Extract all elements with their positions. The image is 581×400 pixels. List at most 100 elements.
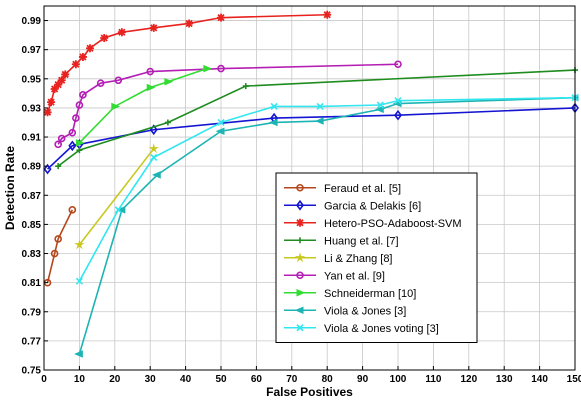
legend-label: Viola & Jones [3] bbox=[324, 305, 406, 317]
legend-item: Yan et al. [9] bbox=[284, 270, 385, 282]
legend-label: Yan et al. [9] bbox=[324, 270, 385, 282]
y-tick-label: 0.95 bbox=[22, 74, 42, 85]
data-point bbox=[394, 60, 402, 69]
data-point bbox=[164, 119, 171, 126]
data-point bbox=[78, 52, 87, 61]
legend-item: Hetero-PSO-Adaboost-SVM bbox=[284, 218, 462, 230]
series-line bbox=[46, 209, 74, 283]
x-tick-label: 90 bbox=[357, 374, 369, 385]
legend-label: Hetero-PSO-Adaboost-SVM bbox=[324, 218, 462, 230]
legend-item: Schneiderman [10] bbox=[284, 288, 416, 300]
series-line bbox=[57, 63, 399, 145]
y-axis-label: Detection Rate bbox=[3, 146, 17, 230]
data-point bbox=[74, 350, 83, 358]
data-point bbox=[68, 128, 77, 137]
data-point bbox=[215, 127, 225, 135]
data-point bbox=[50, 249, 59, 258]
legend-marker bbox=[296, 288, 306, 297]
legend-marker bbox=[296, 324, 304, 332]
x-tick-label: 30 bbox=[145, 374, 157, 385]
data-point bbox=[217, 13, 225, 22]
series-0 bbox=[43, 206, 77, 287]
series-7 bbox=[74, 93, 579, 358]
data-point bbox=[72, 114, 80, 122]
data-point bbox=[150, 153, 158, 161]
legend-marker bbox=[297, 237, 303, 244]
y-tick-label: 0.89 bbox=[22, 162, 42, 173]
x-tick-label: 20 bbox=[109, 374, 121, 385]
data-point bbox=[43, 163, 52, 175]
legend: Feraud et al. [5] Garcia & Delakis [6] Het… bbox=[275, 172, 478, 343]
legend-marker bbox=[294, 306, 304, 315]
x-tick-label: 0 bbox=[41, 374, 47, 385]
series-line bbox=[46, 107, 576, 170]
data-point bbox=[268, 118, 278, 127]
legend-item: Li & Zhang [8] bbox=[284, 252, 393, 265]
data-point bbox=[148, 143, 159, 154]
y-tick-label: 0.81 bbox=[22, 278, 42, 289]
x-tick-label: 80 bbox=[322, 374, 334, 385]
data-point bbox=[149, 23, 158, 32]
data-point bbox=[74, 239, 85, 250]
data-point bbox=[117, 28, 126, 37]
data-point bbox=[75, 139, 85, 147]
data-point bbox=[55, 163, 62, 170]
legend-marker bbox=[296, 199, 304, 211]
legend-item: Huang et al. [7] bbox=[284, 235, 399, 247]
data-point bbox=[54, 140, 62, 149]
data-point bbox=[75, 101, 84, 109]
data-point bbox=[146, 67, 154, 76]
data-point bbox=[68, 140, 77, 152]
series-2 bbox=[43, 10, 332, 117]
x-tick-label: 50 bbox=[215, 374, 227, 385]
data-point bbox=[96, 79, 105, 87]
data-point bbox=[375, 105, 384, 114]
data-point bbox=[111, 102, 121, 111]
y-tick-label: 0.97 bbox=[22, 45, 42, 56]
data-point bbox=[146, 83, 156, 92]
data-point bbox=[79, 91, 87, 99]
legend-label: Feraud et al. [5] bbox=[324, 183, 401, 195]
data-point bbox=[47, 98, 56, 107]
data-point bbox=[152, 171, 161, 179]
y-tick-label: 0.91 bbox=[22, 133, 42, 144]
data-point bbox=[50, 84, 59, 93]
legend-label: Viola & Jones voting [3] bbox=[324, 323, 439, 335]
x-tick-label: 130 bbox=[496, 374, 513, 385]
data-point bbox=[376, 101, 384, 109]
data-point bbox=[114, 76, 123, 85]
data-point bbox=[75, 277, 83, 285]
data-point bbox=[394, 109, 402, 121]
data-point bbox=[57, 134, 66, 143]
data-point bbox=[54, 80, 63, 89]
data-point bbox=[114, 206, 122, 214]
series-line bbox=[78, 148, 155, 246]
x-tick-label: 150 bbox=[567, 374, 581, 385]
axis-ticks: 0 10 20 30 40 50 60 70 80 90 100 110 120 130 140 150 0.7… bbox=[22, 16, 581, 385]
y-tick-label: 0.75 bbox=[22, 366, 42, 377]
data-point bbox=[314, 117, 324, 125]
x-axis-label: False Positives bbox=[266, 385, 353, 399]
series-4 bbox=[74, 143, 159, 250]
x-tick-label: 40 bbox=[180, 374, 192, 385]
legend-marker bbox=[296, 183, 304, 192]
series-8 bbox=[75, 94, 579, 285]
data-point bbox=[217, 64, 225, 73]
legend-item: Feraud et al. [5] bbox=[284, 183, 401, 195]
legend-marker bbox=[296, 218, 304, 227]
x-tick-label: 60 bbox=[251, 374, 263, 385]
data-point bbox=[86, 44, 95, 53]
data-point bbox=[57, 76, 66, 85]
data-point bbox=[61, 70, 70, 79]
legend-marker bbox=[296, 271, 304, 280]
data-point bbox=[185, 19, 194, 28]
x-tick-label: 100 bbox=[390, 374, 407, 385]
y-tick-label: 0.87 bbox=[22, 191, 42, 202]
data-point bbox=[71, 60, 80, 69]
legend-label: Schneiderman [10] bbox=[324, 288, 416, 300]
y-tick-label: 0.77 bbox=[22, 336, 42, 347]
data-point bbox=[242, 83, 249, 90]
data-point bbox=[270, 102, 278, 111]
legend-label: Huang et al. [7] bbox=[324, 235, 399, 247]
